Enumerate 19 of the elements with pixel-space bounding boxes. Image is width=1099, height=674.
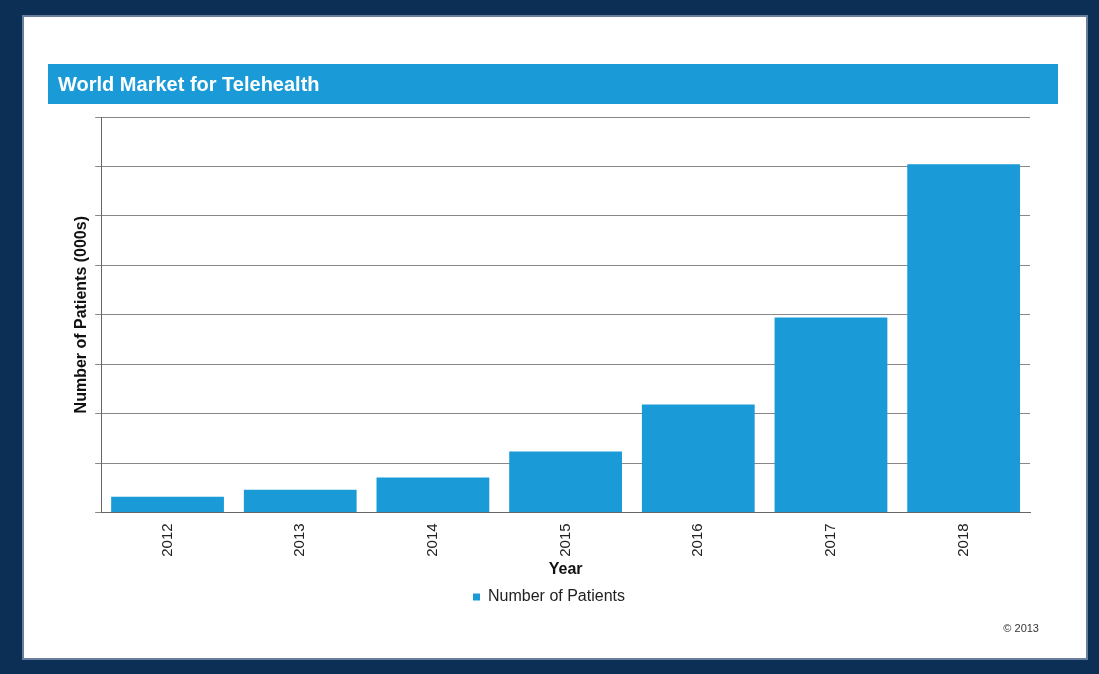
x-tick-label: 2016 bbox=[688, 523, 706, 557]
text: © 2013 bbox=[1003, 622, 1039, 634]
x-tick-label: 2017 bbox=[821, 523, 839, 557]
x-tick-label: 2014 bbox=[423, 523, 441, 557]
x-tick-label: 2018 bbox=[953, 523, 971, 557]
bar bbox=[509, 451, 622, 512]
chart-title: World Market for Telehealth bbox=[48, 64, 1058, 104]
bar bbox=[907, 164, 1021, 512]
bar bbox=[774, 317, 888, 512]
bar bbox=[376, 477, 490, 512]
bar bbox=[243, 489, 357, 512]
x-tick-label: 2013 bbox=[290, 523, 308, 557]
x-tick-label: 2015 bbox=[555, 523, 573, 557]
legend-label: Number of Patients bbox=[488, 587, 625, 605]
x-axis-title: Year bbox=[548, 559, 583, 577]
y-axis-title: Number of Patients (000s) bbox=[72, 216, 90, 414]
bar bbox=[111, 496, 224, 512]
x-tick-label: 2012 bbox=[157, 523, 175, 557]
bar bbox=[641, 404, 755, 512]
